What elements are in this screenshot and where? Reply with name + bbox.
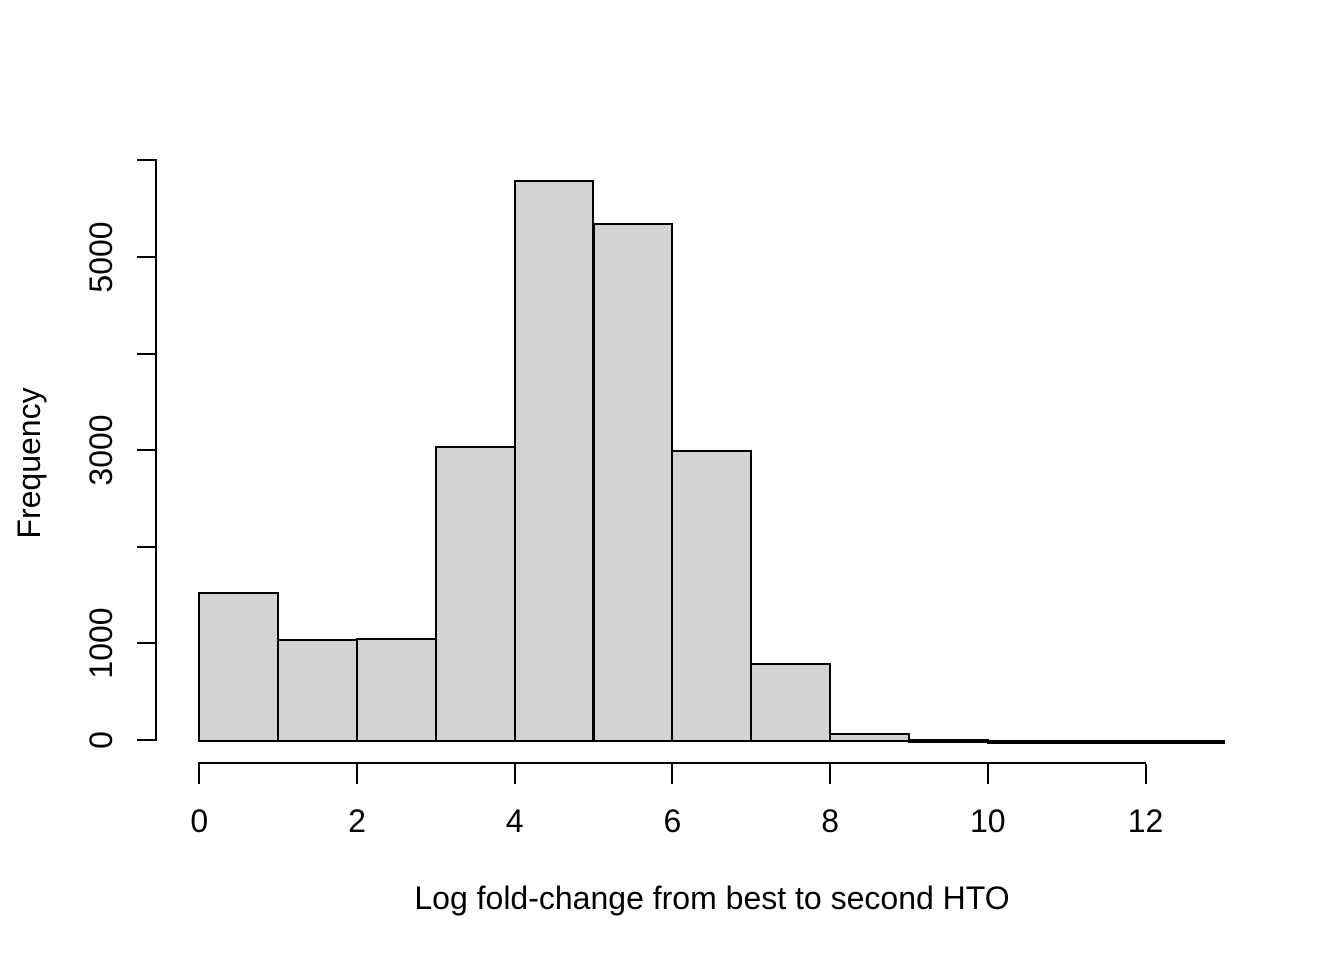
histogram-bar [750,663,831,742]
y-axis-tick [137,159,155,162]
y-axis-tick-label: 5000 [83,221,119,293]
x-axis-tick [356,764,358,784]
histogram-bar [277,638,358,742]
x-axis-tick [671,764,674,784]
x-axis-tick [198,764,201,784]
y-axis-tick [137,545,155,548]
x-axis-tick [1144,764,1147,784]
y-axis-title: Frequency [11,387,47,539]
histogram-bar [829,732,910,742]
x-axis-tick-label: 0 [190,803,209,839]
y-axis-tick-label: 0 [83,731,119,749]
x-axis-tick [829,764,832,784]
x-axis-line [198,762,1146,764]
histogram-bar [1144,739,1226,744]
histogram-bar [592,222,674,742]
y-axis-tick-label: 1000 [83,607,119,679]
histogram-bar [907,738,989,743]
histogram-bar [434,445,516,742]
x-axis-tick-label: 12 [1127,803,1164,839]
histogram-bar [513,179,595,742]
histogram-bar [671,450,753,742]
histogram-bar [198,592,280,742]
x-axis-tick-label: 2 [348,803,366,839]
x-axis-tick [986,764,989,784]
histogram-bar [356,637,437,742]
histogram-bar [986,739,1068,744]
y-axis-tick [137,642,155,645]
x-axis-tick-label: 8 [821,803,839,839]
histogram-bar [1065,739,1147,744]
y-axis-tick [137,352,155,355]
y-axis-line [155,159,157,741]
y-axis-tick [137,739,155,741]
x-axis-tick-label: 10 [970,803,1006,839]
x-axis-tick-label: 6 [663,803,682,839]
x-axis-tick [513,764,516,784]
x-axis-tick-label: 4 [505,803,524,839]
y-axis-tick [137,256,155,258]
x-axis-title: Log fold-change from best to second HTO [414,880,1010,916]
y-axis-tick-label: 3000 [83,414,119,486]
y-axis-tick [137,449,155,452]
